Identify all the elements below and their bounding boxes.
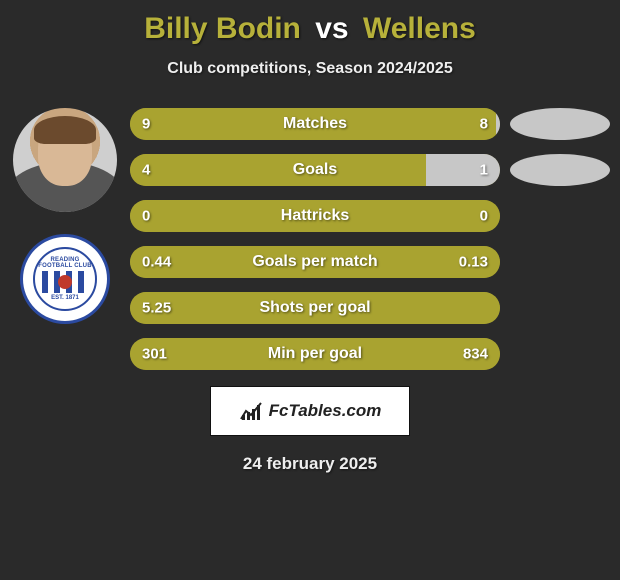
stat-value-left: 0.44 — [142, 254, 171, 271]
stat-label: Matches — [283, 115, 347, 133]
stat-label: Goals — [293, 161, 337, 179]
subtitle: Club competitions, Season 2024/2025 — [167, 60, 452, 78]
player2-ellipse — [510, 338, 610, 370]
stats-bars: 9 8 Matches 4 1 Goals 0 0 Hattricks 0.44 0.13 Goals… — [130, 108, 620, 370]
title-player2: Wellens — [363, 12, 476, 45]
stat-row: 0.44 0.13 Goals per match — [130, 246, 610, 278]
stat-bar: 0.44 0.13 Goals per match — [130, 246, 500, 278]
player2-ellipse — [510, 246, 610, 278]
player1-avatar — [13, 108, 117, 212]
stat-value-right: 1 — [480, 162, 488, 179]
stat-label: Shots per goal — [259, 299, 370, 317]
stat-row: 301 834 Min per goal — [130, 338, 610, 370]
stat-row: 9 8 Matches — [130, 108, 610, 140]
stat-value-left: 4 — [142, 162, 150, 179]
date-text: 24 february 2025 — [243, 454, 377, 474]
player2-ellipse — [510, 154, 610, 186]
stat-value-left: 301 — [142, 346, 167, 363]
stat-row: 4 1 Goals — [130, 154, 610, 186]
brand-badge: FcTables.com — [210, 386, 410, 436]
comparison-card: Billy Bodin vs Wellens Club competitions… — [0, 0, 620, 474]
stat-value-right: 0 — [480, 208, 488, 225]
chart-icon — [239, 399, 263, 423]
stat-value-left: 0 — [142, 208, 150, 225]
crest-top-text: READING FOOTBALL CLUB — [35, 257, 95, 269]
stat-bar: 301 834 Min per goal — [130, 338, 500, 370]
stat-label: Goals per match — [252, 253, 377, 271]
stat-value-left: 9 — [142, 116, 150, 133]
stat-label: Min per goal — [268, 345, 362, 363]
stat-value-right: 0.13 — [459, 254, 488, 271]
player2-ellipse — [510, 108, 610, 140]
player2-ellipse — [510, 200, 610, 232]
stat-bar-right-fill — [496, 108, 500, 140]
stat-bar: 9 8 Matches — [130, 108, 500, 140]
stat-bar: 4 1 Goals — [130, 154, 500, 186]
stat-label: Hattricks — [281, 207, 349, 225]
stat-row: 5.25 Shots per goal — [130, 292, 610, 324]
stat-value-right: 8 — [480, 116, 488, 133]
stat-bar: 0 0 Hattricks — [130, 200, 500, 232]
avatars-column: READING FOOTBALL CLUB EST. 1871 — [0, 108, 130, 324]
title-vs: vs — [315, 12, 348, 45]
stat-value-right: 834 — [463, 346, 488, 363]
brand-text: FcTables.com — [269, 401, 382, 421]
stat-bar-left-fill — [130, 154, 426, 186]
crest-bottom-text: EST. 1871 — [51, 295, 79, 301]
page-title: Billy Bodin vs Wellens — [144, 12, 476, 46]
club-crest: READING FOOTBALL CLUB EST. 1871 — [20, 234, 110, 324]
stat-bar: 5.25 Shots per goal — [130, 292, 500, 324]
stat-row: 0 0 Hattricks — [130, 200, 610, 232]
content-row: READING FOOTBALL CLUB EST. 1871 9 8 Matche… — [0, 108, 620, 370]
title-player1: Billy Bodin — [144, 12, 301, 45]
stat-value-left: 5.25 — [142, 300, 171, 317]
stat-bar-right-fill — [426, 154, 500, 186]
player2-ellipse — [510, 292, 610, 324]
